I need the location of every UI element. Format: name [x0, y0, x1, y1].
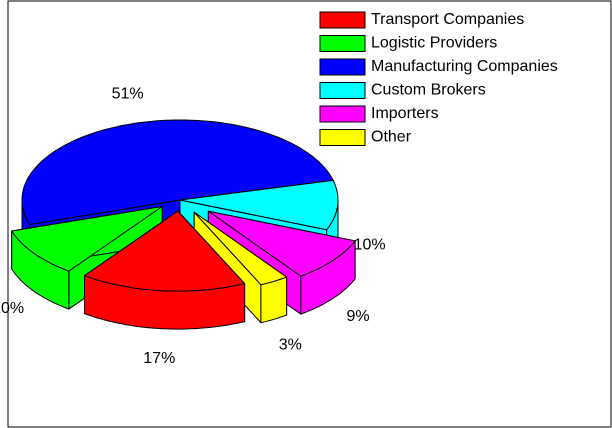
- legend-swatch: [319, 129, 366, 146]
- legend-label: Importers: [371, 105, 439, 122]
- slice-top: [179, 179, 339, 231]
- legend-label: Other: [371, 129, 412, 146]
- legend-label: Transport Companies: [371, 11, 524, 28]
- legend-label: Manufacturing Companies: [371, 58, 558, 75]
- legend-swatch: [319, 58, 366, 76]
- slice-top: [193, 211, 288, 286]
- pie-slice: [84, 210, 246, 330]
- slice-top: [21, 119, 334, 225]
- data-label: 17%: [143, 350, 175, 367]
- data-label: 9%: [347, 308, 370, 325]
- legend-swatch: [319, 105, 366, 123]
- legend-swatch: [319, 35, 366, 52]
- data-label: 10%: [0, 300, 24, 317]
- legend-label: Custom Brokers: [371, 82, 486, 99]
- slice-top: [84, 210, 246, 292]
- data-label: 3%: [279, 336, 302, 353]
- legend-swatch: [319, 11, 366, 29]
- legend-swatch: [319, 82, 366, 99]
- slice-top: [11, 206, 163, 272]
- data-label: 10%: [354, 237, 386, 254]
- data-label: 51%: [112, 86, 144, 103]
- legend-label: Logistic Providers: [371, 35, 497, 52]
- slice-top: [207, 210, 356, 277]
